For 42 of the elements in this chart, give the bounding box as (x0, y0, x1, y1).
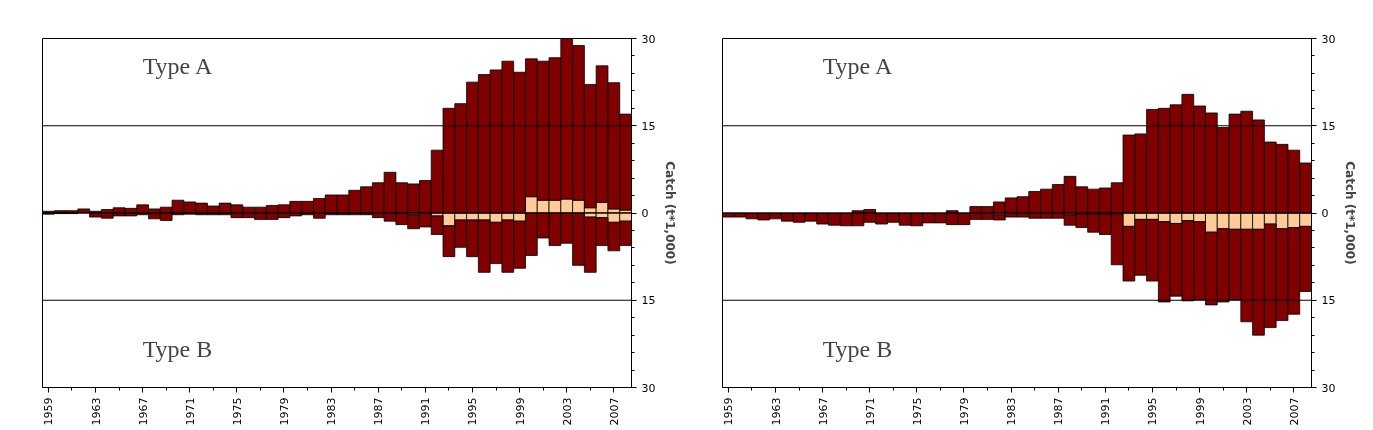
annotation: Type A (142, 53, 213, 80)
x-tick-label: 1971 (863, 397, 877, 426)
y-tick-label: 15 (641, 119, 656, 133)
y-tick-label: 30 (1321, 32, 1336, 46)
x-tick-label: 1991 (1099, 397, 1113, 426)
x-tick-label: 1979 (277, 397, 291, 426)
x-tick-label: 1967 (816, 397, 830, 426)
x-tick-label: 1971 (183, 397, 197, 426)
y-tick-label: 0 (641, 207, 649, 220)
x-tick-label: 2007 (607, 397, 621, 426)
annotation: Type B (822, 336, 893, 363)
y-tick-label: 15 (1321, 294, 1336, 308)
x-tick-label: 1999 (513, 397, 527, 426)
y-tick-label: 30 (641, 32, 656, 46)
x-tick-label: 1959 (42, 397, 56, 426)
x-tick-label: 1959 (722, 397, 736, 426)
y-tick-label: 15 (1321, 119, 1336, 133)
x-tick-label: 1987 (372, 397, 386, 426)
annotation: Type A (822, 53, 893, 80)
x-tick-label: 1995 (466, 397, 480, 426)
y-tick-label: 15 (641, 294, 656, 308)
x-tick-label: 1979 (957, 397, 971, 426)
y-tick-label: 0 (1321, 207, 1329, 220)
y-tick-label: 30 (641, 381, 656, 395)
x-tick-label: 1991 (419, 397, 433, 426)
x-tick-label: 2003 (1240, 397, 1254, 426)
y-axis-title: Catch (t*1,000) (1343, 161, 1358, 265)
x-tick-label: 1963 (89, 397, 103, 426)
x-tick-label: 1995 (1146, 397, 1160, 426)
y-tick-label: 30 (1321, 381, 1336, 395)
x-tick-label: 1963 (769, 397, 783, 426)
x-tick-label: 1975 (910, 397, 924, 426)
annotation: Type B (142, 336, 213, 363)
x-tick-label: 1967 (136, 397, 150, 426)
x-tick-label: 2003 (560, 397, 574, 426)
x-tick-label: 2007 (1287, 397, 1301, 426)
x-tick-label: 1987 (1052, 397, 1066, 426)
x-tick-label: 1975 (230, 397, 244, 426)
x-tick-label: 1999 (1193, 397, 1207, 426)
x-tick-label: 1983 (1005, 397, 1019, 426)
y-axis-title: Catch (t*1,000) (663, 161, 678, 265)
x-tick-label: 1983 (325, 397, 339, 426)
